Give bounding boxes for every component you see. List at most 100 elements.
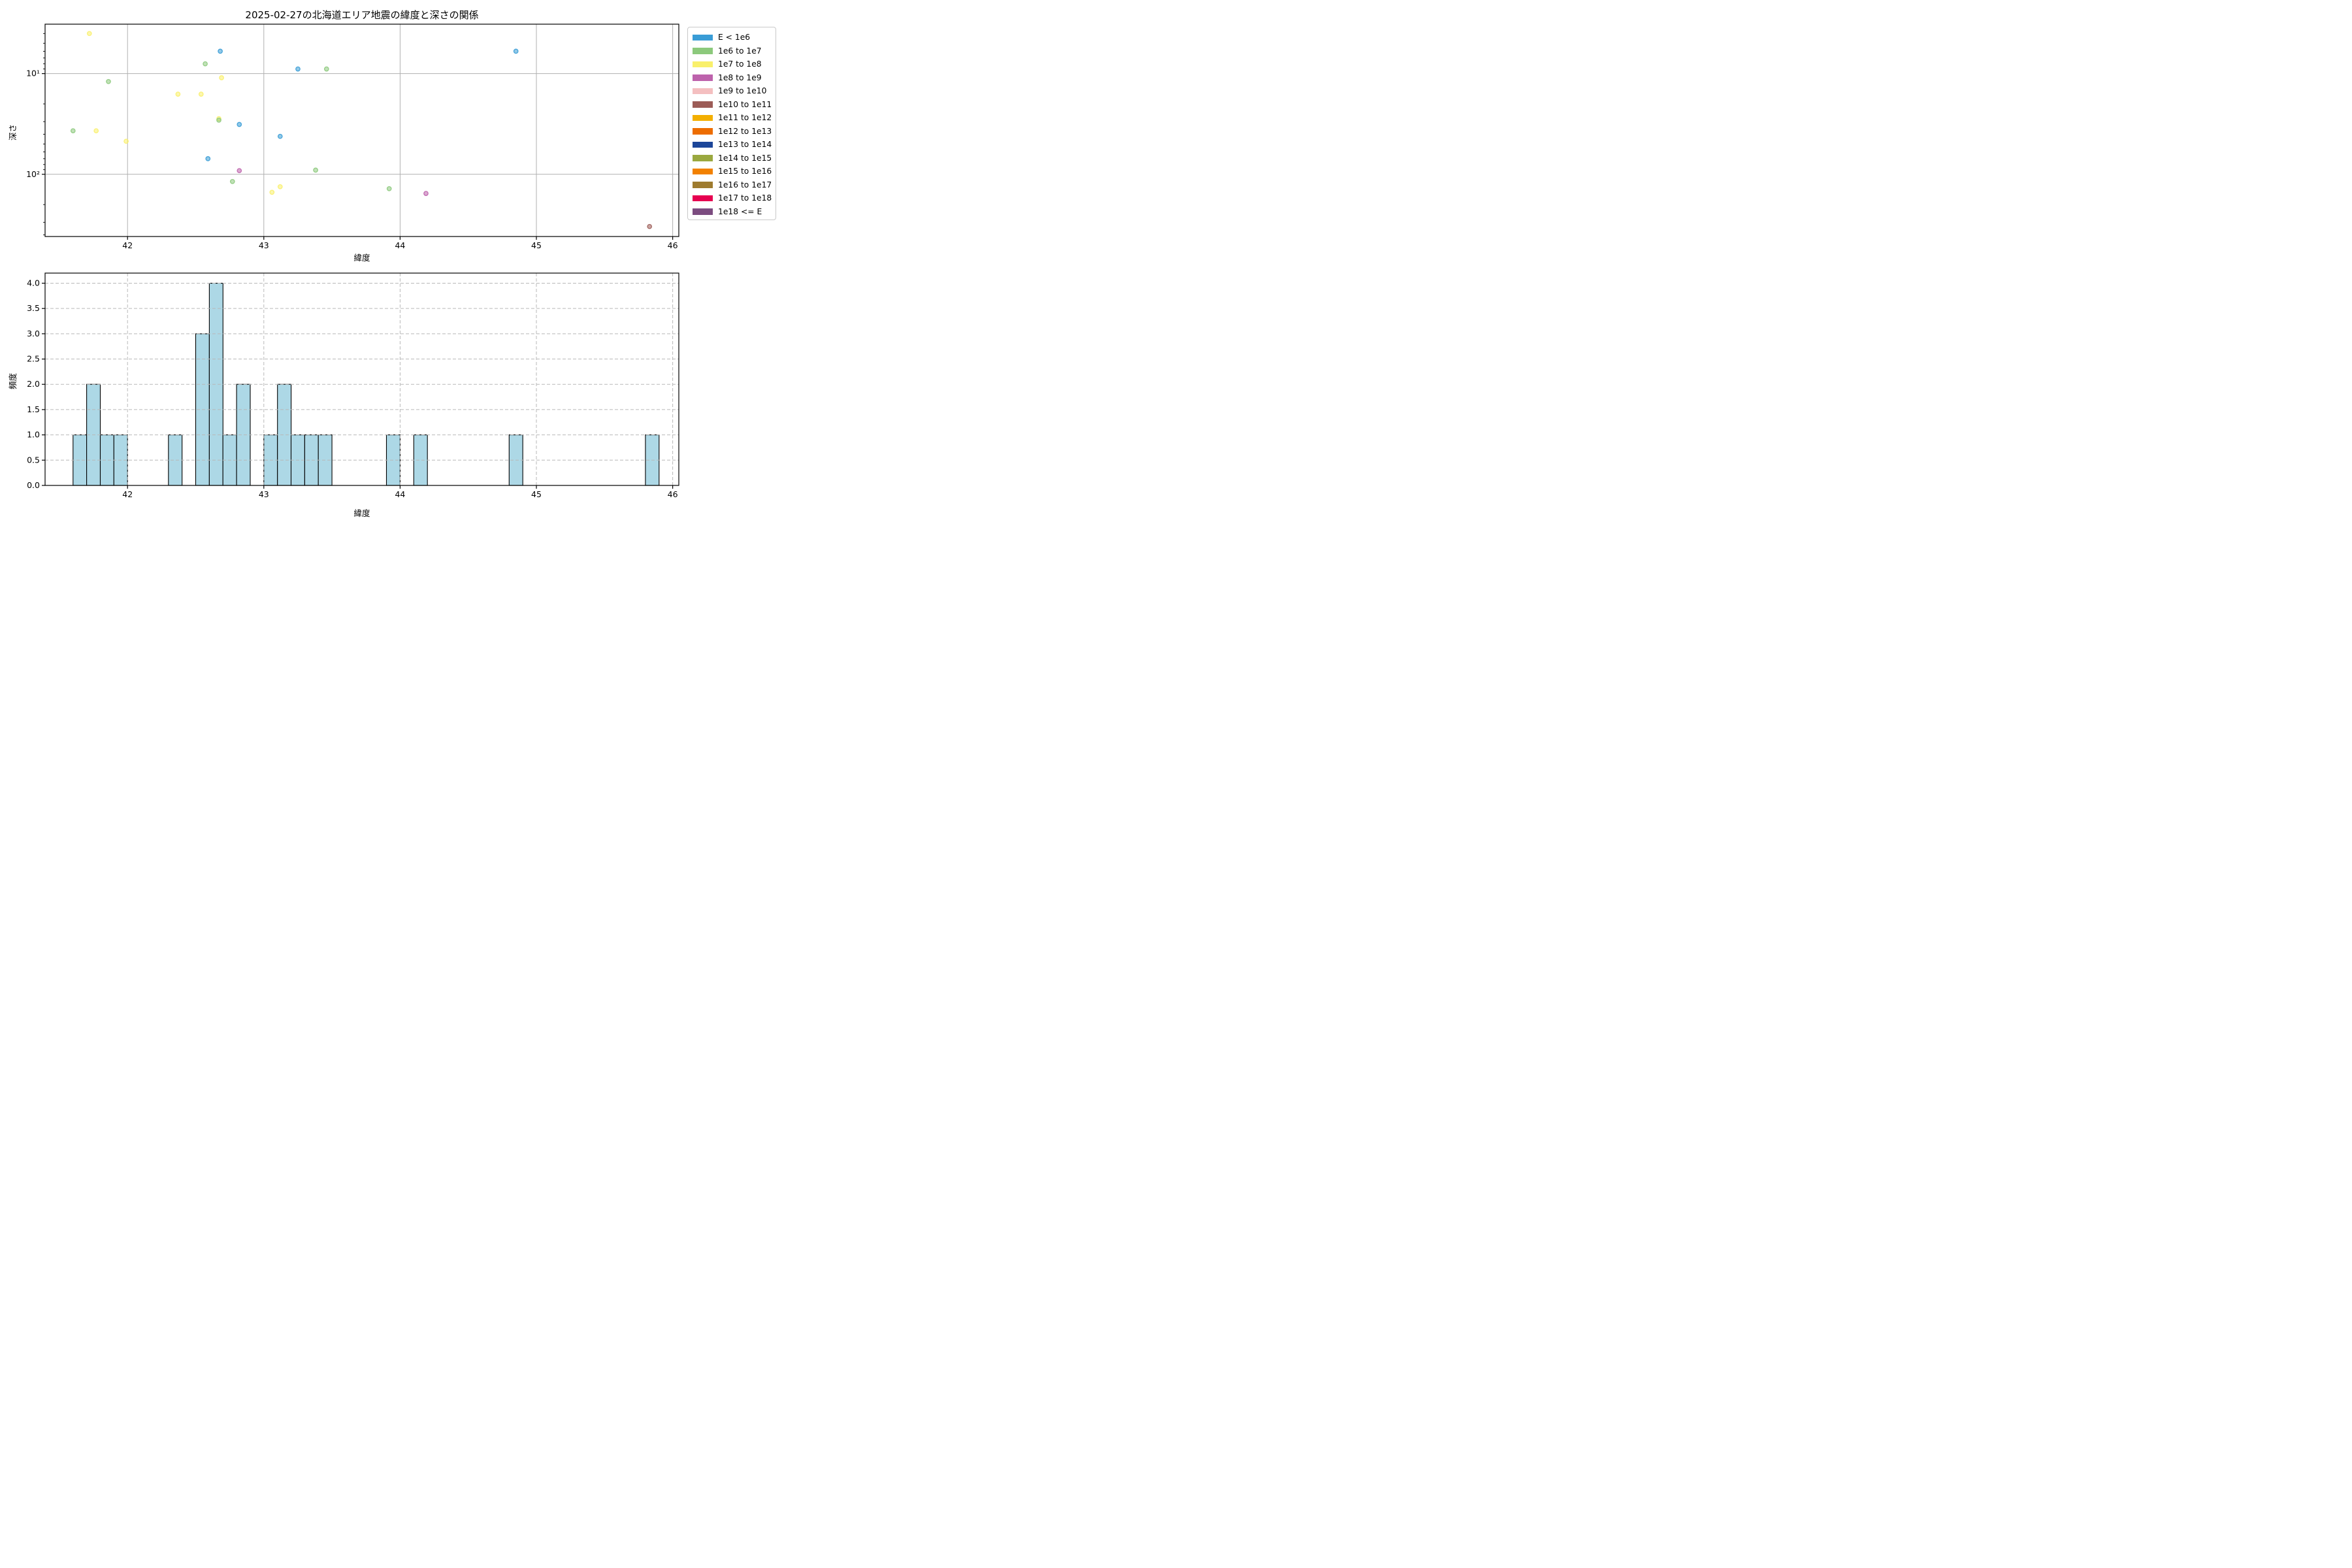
legend-label: 1e17 to 1e18: [718, 193, 772, 203]
legend-swatch: [693, 141, 713, 148]
hist-y-tick-label: 1.5: [27, 404, 40, 414]
scatter-xlabel: 緯度: [353, 253, 370, 263]
legend-label: 1e6 to 1e7: [718, 46, 762, 56]
scatter-axes-frame: [44, 24, 679, 237]
legend-swatch: [693, 101, 713, 108]
scatter-point: [70, 128, 76, 134]
scatter-point: [86, 31, 92, 37]
hist-x-tick-label: 45: [531, 489, 542, 499]
hist-y-tick-label: 2.5: [27, 354, 40, 364]
scatter-point: [386, 186, 392, 191]
hist-y-tick-label: 3.5: [27, 303, 40, 313]
scatter-point: [198, 91, 204, 97]
legend-label: 1e7 to 1e8: [718, 59, 762, 69]
scatter-point: [323, 66, 329, 72]
legend-entry: 1e11 to 1e12: [693, 111, 776, 125]
legend-swatch: [693, 182, 713, 188]
scatter-point: [229, 178, 235, 184]
hist-bar: [208, 282, 223, 486]
hist-bar: [99, 434, 114, 486]
hist-y-tick-label: 0.5: [27, 455, 40, 465]
legend-entry: 1e14 to 1e15: [693, 152, 776, 165]
legend-entry: 1e10 to 1e11: [693, 98, 776, 112]
scatter-x-tick-label: 44: [395, 240, 405, 250]
hist-bar: [168, 434, 183, 486]
hist-y-tick-label: 1.0: [27, 430, 40, 440]
legend-label: 1e8 to 1e9: [718, 73, 762, 82]
hist-x-tick-label: 44: [395, 489, 405, 499]
hist-y-tick-label: 4.0: [27, 278, 40, 287]
hist-y-tick-label: 3.0: [27, 329, 40, 338]
legend-swatch: [693, 168, 713, 174]
scatter-point: [205, 156, 211, 161]
legend-label: E < 1e6: [718, 33, 751, 42]
scatter-point: [175, 91, 181, 97]
scatter-x-tick-label: 46: [668, 240, 678, 250]
legend: E < 1e6 1e6 to 1e7 1e7 to 1e8 1e8 to 1e9 1e9…: [687, 27, 776, 220]
legend-entry: 1e18 <= E: [693, 205, 776, 219]
hist-y-tick-label: 0.0: [27, 480, 40, 490]
scatter-point: [277, 133, 283, 139]
legend-swatch: [693, 155, 713, 161]
matplotlib-figure: 2025-02-27の北海道エリア地震の緯度と深さの関係 42 43 44 45 46 1…: [0, 0, 784, 523]
legend-swatch: [693, 34, 713, 41]
legend-entry: 1e15 to 1e16: [693, 165, 776, 178]
legend-swatch: [693, 195, 713, 201]
legend-label: 1e9 to 1e10: [718, 86, 767, 96]
hist-bar: [277, 384, 292, 486]
legend-entry: 1e7 to 1e8: [693, 57, 776, 71]
scatter-point: [237, 168, 242, 174]
scatter-y-tick-label: 10¹: [26, 69, 40, 78]
scatter-point: [277, 184, 283, 189]
legend-label: 1e11 to 1e12: [718, 113, 772, 123]
hist-axes-frame: [44, 272, 679, 486]
legend-entry: 1e17 to 1e18: [693, 191, 776, 205]
scatter-point: [93, 128, 99, 134]
hist-ylabel: 頻度: [8, 372, 18, 390]
legend-swatch: [693, 48, 713, 54]
scatter-point: [313, 167, 318, 173]
legend-label: 1e16 to 1e17: [718, 180, 772, 189]
hist-xlabel: 緯度: [353, 508, 370, 518]
legend-swatch: [693, 74, 713, 81]
scatter-x-tick-label: 43: [259, 240, 269, 250]
legend-entry: 1e6 to 1e7: [693, 44, 776, 58]
scatter-y-tick-label: 10²: [26, 169, 40, 179]
legend-entry: E < 1e6: [693, 31, 776, 44]
legend-entry: 1e9 to 1e10: [693, 84, 776, 98]
scatter-point: [203, 61, 208, 67]
legend-entry: 1e16 to 1e17: [693, 178, 776, 192]
hist-x-tick-label: 46: [668, 489, 678, 499]
hist-bar: [413, 434, 428, 486]
legend-label: 1e12 to 1e13: [718, 126, 772, 136]
scatter-point: [423, 191, 429, 196]
scatter-x-tick-label: 45: [531, 240, 542, 250]
legend-swatch: [693, 208, 713, 215]
legend-label: 1e10 to 1e11: [718, 99, 772, 109]
scatter-point: [269, 189, 275, 195]
legend-swatch: [693, 61, 713, 67]
scatter-point: [216, 118, 221, 123]
scatter-point: [513, 48, 519, 54]
scatter-point: [237, 122, 242, 127]
legend-entry: 1e12 to 1e13: [693, 125, 776, 139]
legend-label: 1e18 <= E: [718, 206, 762, 216]
hist-y-tick-label: 2.0: [27, 379, 40, 389]
legend-label: 1e13 to 1e14: [718, 140, 772, 150]
legend-entry: 1e8 to 1e9: [693, 71, 776, 85]
legend-entry: 1e13 to 1e14: [693, 138, 776, 152]
legend-label: 1e15 to 1e16: [718, 167, 772, 176]
hist-x-tick-label: 43: [259, 489, 269, 499]
scatter-point: [647, 223, 653, 229]
scatter-point: [219, 75, 224, 80]
scatter-point: [106, 78, 111, 84]
scatter-point: [123, 139, 129, 144]
plots-canvas: 42 43 44 45 46 10¹ 10² 42 43 44 45 46 0.0 0.5 1.0 1.5 2.…: [26, 24, 679, 499]
figure-title: 2025-02-27の北海道エリア地震の緯度と深さの関係: [245, 9, 479, 21]
scatter-x-tick-label: 42: [122, 240, 133, 250]
legend-swatch: [693, 88, 713, 94]
scatter-ylabel: 深さ: [8, 123, 18, 141]
legend-swatch: [693, 114, 713, 121]
scatter-point: [295, 66, 301, 72]
legend-swatch: [693, 128, 713, 135]
